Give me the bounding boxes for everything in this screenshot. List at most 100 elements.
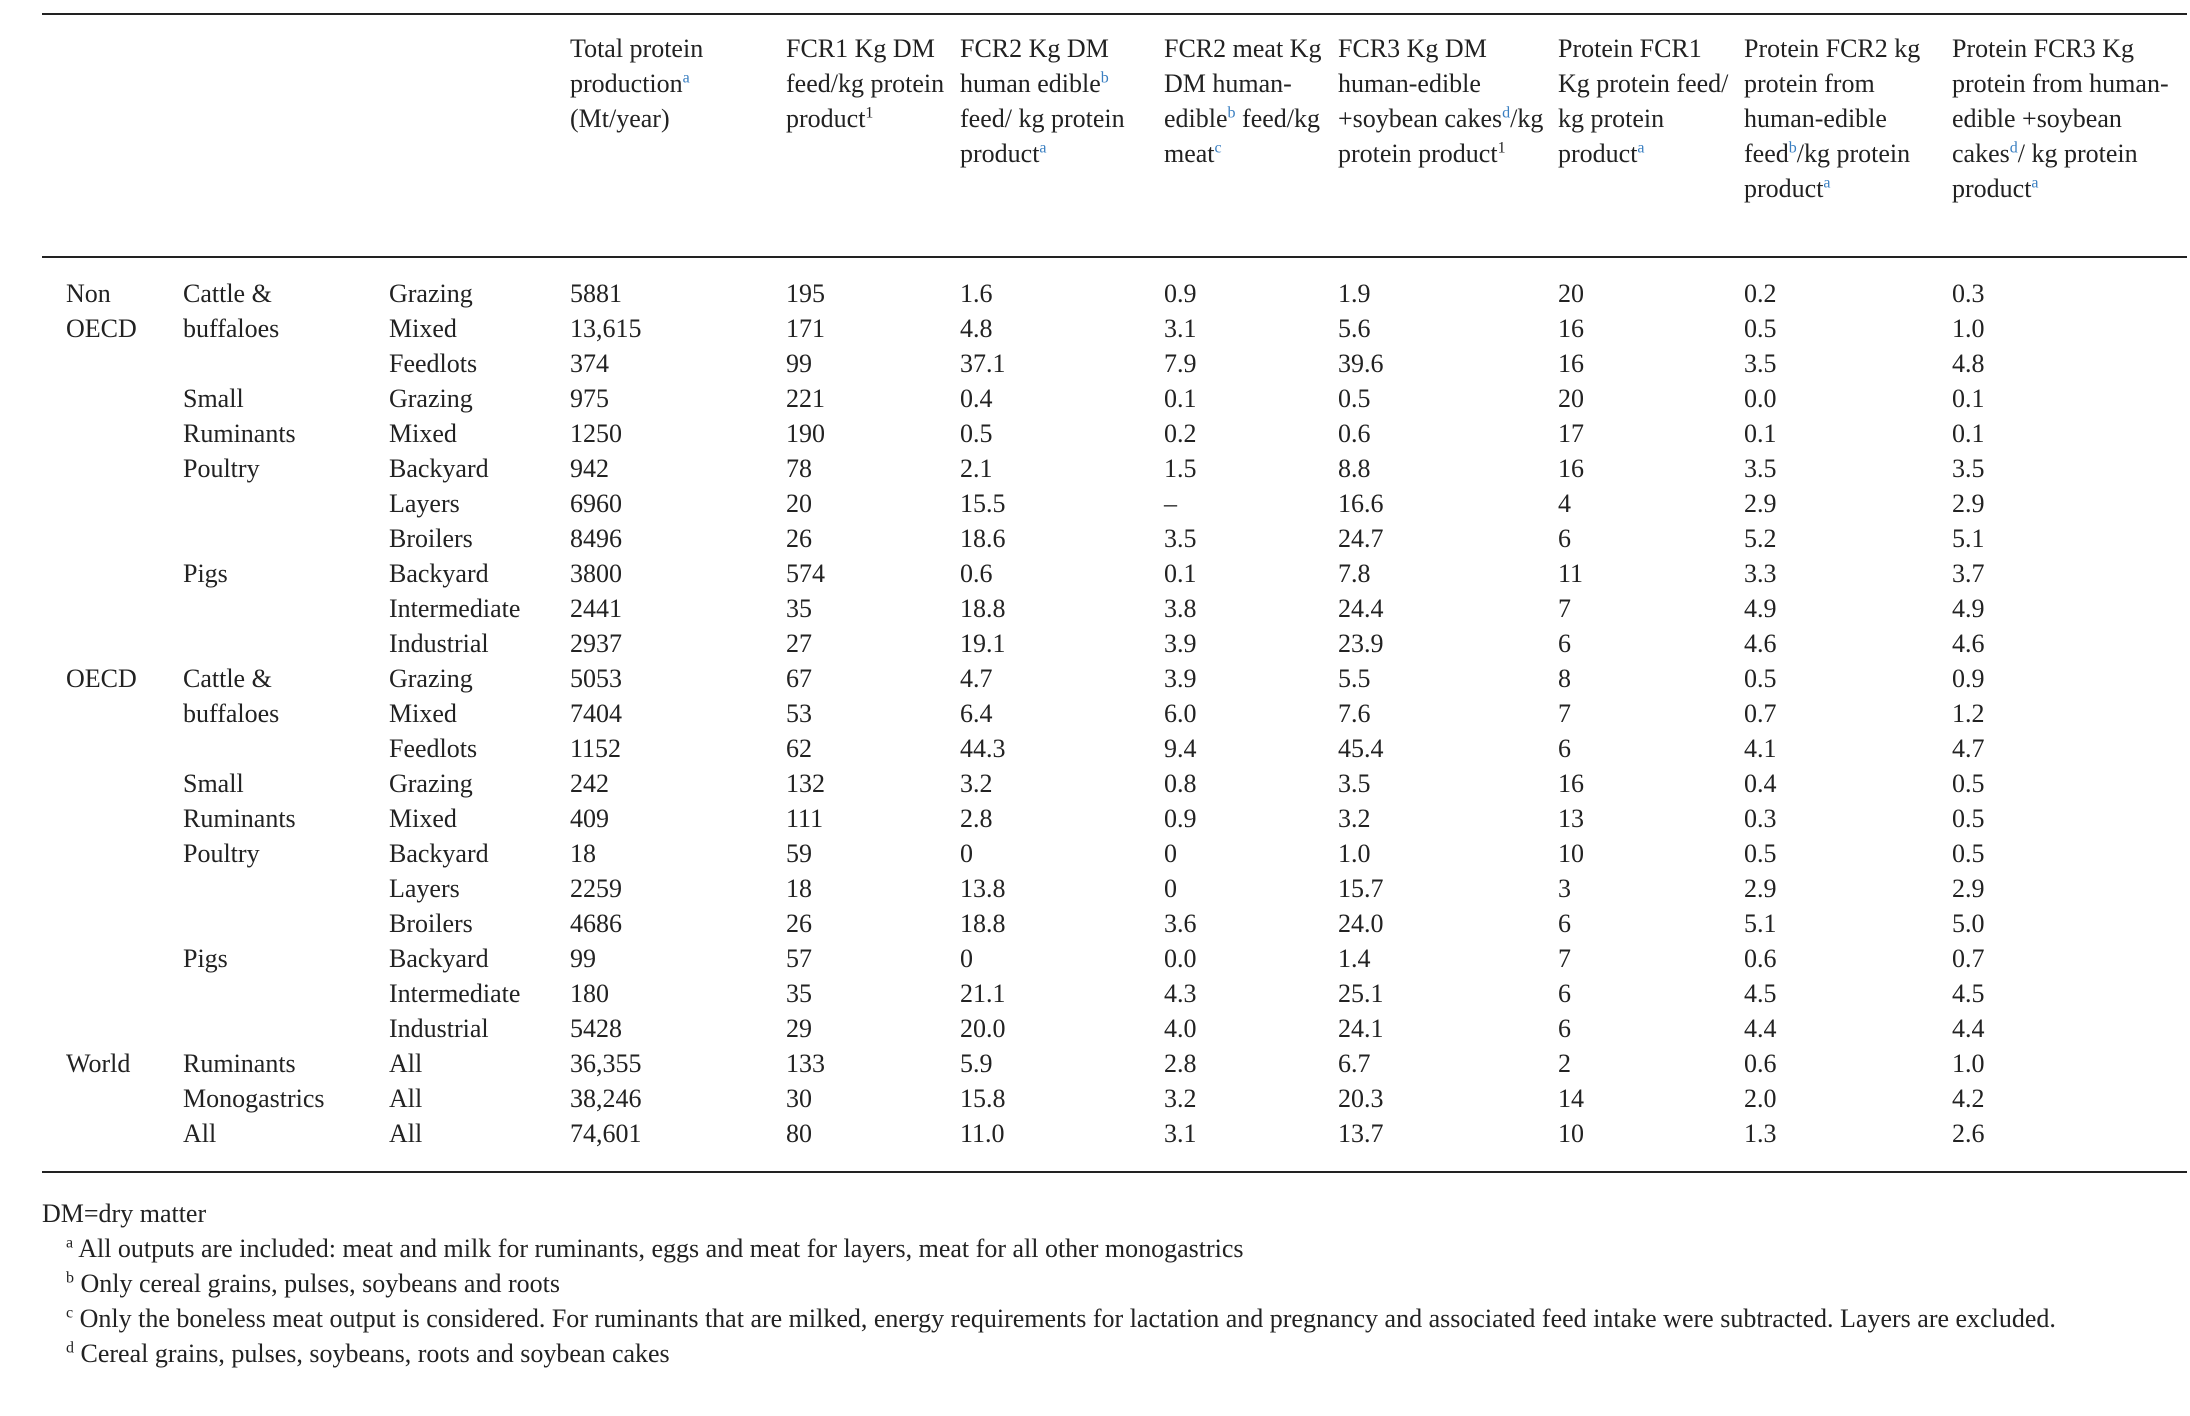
- table-row: Pigs Backyard 99 57 0 0.0 1.4 7 0.6 0.7: [42, 941, 2187, 976]
- system-cell: Feedlots: [389, 734, 478, 763]
- header-text: Protein FCR3 Kg protein from human-edibl…: [1952, 34, 2169, 168]
- value-cell: 6: [1558, 1014, 1571, 1043]
- superscript: a: [1637, 139, 1645, 157]
- value-cell: 14: [1558, 1084, 1584, 1113]
- abbreviation-note: DM=dry matter: [42, 1199, 207, 1228]
- table-row: World Ruminants All 36,355 133 5.9 2.8 6.7 2 0.6 1…: [42, 1046, 2187, 1081]
- value-cell: 3.9: [1164, 629, 1197, 658]
- value-cell: 4.4: [1744, 1014, 1777, 1043]
- value-cell: 4.2: [1952, 1084, 1985, 1113]
- value-cell: 25.1: [1338, 979, 1384, 1008]
- value-cell: 13: [1558, 804, 1584, 833]
- value-cell: 2.9: [1744, 874, 1777, 903]
- value-cell: 53: [786, 699, 812, 728]
- value-cell: 1.9: [1338, 279, 1371, 308]
- system-cell: Backyard: [389, 944, 489, 973]
- system-cell: Layers: [389, 489, 460, 518]
- value-cell: 6: [1558, 979, 1571, 1008]
- value-cell: 1.6: [960, 279, 993, 308]
- value-cell: 942: [570, 454, 609, 483]
- value-cell: 8.8: [1338, 454, 1371, 483]
- value-cell: 5.1: [1744, 909, 1777, 938]
- value-cell: 26: [786, 524, 812, 553]
- value-cell: 6.4: [960, 699, 993, 728]
- system-cell: Mixed: [389, 804, 457, 833]
- value-cell: 4.7: [960, 664, 993, 693]
- value-cell: 5.6: [1338, 314, 1371, 343]
- header-text: /kg protein product: [1338, 104, 1544, 168]
- value-cell: 3.1: [1164, 314, 1197, 343]
- system-cell: All: [389, 1119, 423, 1148]
- value-cell: 574: [786, 559, 825, 588]
- footnote-text: Only cereal grains, pulses, soybeans and…: [80, 1269, 560, 1298]
- value-cell: 0.7: [1952, 944, 1985, 973]
- value-cell: 4686: [570, 909, 622, 938]
- value-cell: 4.5: [1744, 979, 1777, 1008]
- value-cell: 0.9: [1164, 804, 1197, 833]
- value-cell: 1152: [570, 734, 622, 763]
- value-cell: 221: [786, 384, 825, 413]
- header-text: (Mt/year): [570, 104, 670, 133]
- value-cell: 2.1: [960, 454, 993, 483]
- value-cell: 4.0: [1164, 1014, 1197, 1043]
- value-cell: 16.6: [1338, 489, 1384, 518]
- value-cell: 975: [570, 384, 609, 413]
- value-cell: 2.0: [1744, 1084, 1777, 1113]
- header-text: / kg protein product: [1952, 139, 2138, 203]
- value-cell: 0.1: [1164, 384, 1197, 413]
- header-cell: FCR3 Kg DM human-edible +soybean cakesd/…: [1338, 14, 1558, 257]
- value-cell: 59: [786, 839, 812, 868]
- value-cell: 23.9: [1338, 629, 1384, 658]
- header-cell: FCR2 Kg DM human edibleb feed/ kg protei…: [960, 14, 1164, 257]
- value-cell: 99: [786, 349, 812, 378]
- value-cell: 17: [1558, 419, 1584, 448]
- subgroup-cell: Poultry: [183, 454, 260, 483]
- system-cell: Mixed: [389, 699, 457, 728]
- value-cell: 11.0: [960, 1119, 1005, 1148]
- system-cell: Broilers: [389, 909, 473, 938]
- footnote-marker: a: [66, 1234, 74, 1252]
- footnote-marker: c: [66, 1304, 74, 1322]
- value-cell: 7: [1558, 699, 1571, 728]
- value-cell: 0.5: [1744, 314, 1777, 343]
- value-cell: 16: [1558, 769, 1584, 798]
- value-cell: 8: [1558, 664, 1571, 693]
- value-cell: 3.5: [1952, 454, 1985, 483]
- group-cell: OECD: [66, 664, 137, 693]
- value-cell: 3800: [570, 559, 622, 588]
- value-cell: 2.6: [1952, 1119, 1985, 1148]
- value-cell: 18.8: [960, 594, 1006, 623]
- value-cell: 20: [1558, 279, 1584, 308]
- value-cell: 0: [1164, 839, 1177, 868]
- value-cell: 0.6: [1744, 944, 1777, 973]
- system-cell: All: [389, 1084, 423, 1113]
- value-cell: 45.4: [1338, 734, 1384, 763]
- value-cell: 3.9: [1164, 664, 1197, 693]
- table-row: Broilers 4686 26 18.8 3.6 24.0 6 5.1 5.0: [42, 906, 2187, 941]
- value-cell: 5.5: [1338, 664, 1371, 693]
- header-text: feed/ kg protein product: [960, 104, 1125, 168]
- system-cell: Backyard: [389, 559, 489, 588]
- group-cell: Non OECD: [66, 279, 137, 343]
- system-cell: Mixed: [389, 419, 457, 448]
- value-cell: 0.6: [1744, 1049, 1777, 1078]
- table-row: Intermediate 2441 35 18.8 3.8 24.4 7 4.9 4.9: [42, 591, 2187, 626]
- value-cell: 20: [786, 489, 812, 518]
- value-cell: 80: [786, 1119, 812, 1148]
- value-cell: 3.5: [1338, 769, 1371, 798]
- value-cell: 3.7: [1952, 559, 1985, 588]
- value-cell: 78: [786, 454, 812, 483]
- system-cell: Industrial: [389, 629, 489, 658]
- system-cell: All: [389, 1049, 423, 1078]
- value-cell: 0.4: [960, 384, 993, 413]
- value-cell: 7.6: [1338, 699, 1371, 728]
- value-cell: 5428: [570, 1014, 622, 1043]
- value-cell: 4.9: [1952, 594, 1985, 623]
- value-cell: 13.7: [1338, 1119, 1384, 1148]
- header-text: /kg protein product: [1744, 139, 1911, 203]
- header-text: FCR1 Kg DM feed/kg protein product: [786, 34, 945, 133]
- table-row: Intermediate 180 35 21.1 4.3 25.1 6 4.5 4.5: [42, 976, 2187, 1011]
- value-cell: 1.0: [1952, 1049, 1985, 1078]
- table-body: Non OECD Cattle & buffaloes Grazing 5881 195…: [42, 257, 2187, 1172]
- header-text: FCR3 Kg DM human-edible +soybean cakes: [1338, 34, 1503, 133]
